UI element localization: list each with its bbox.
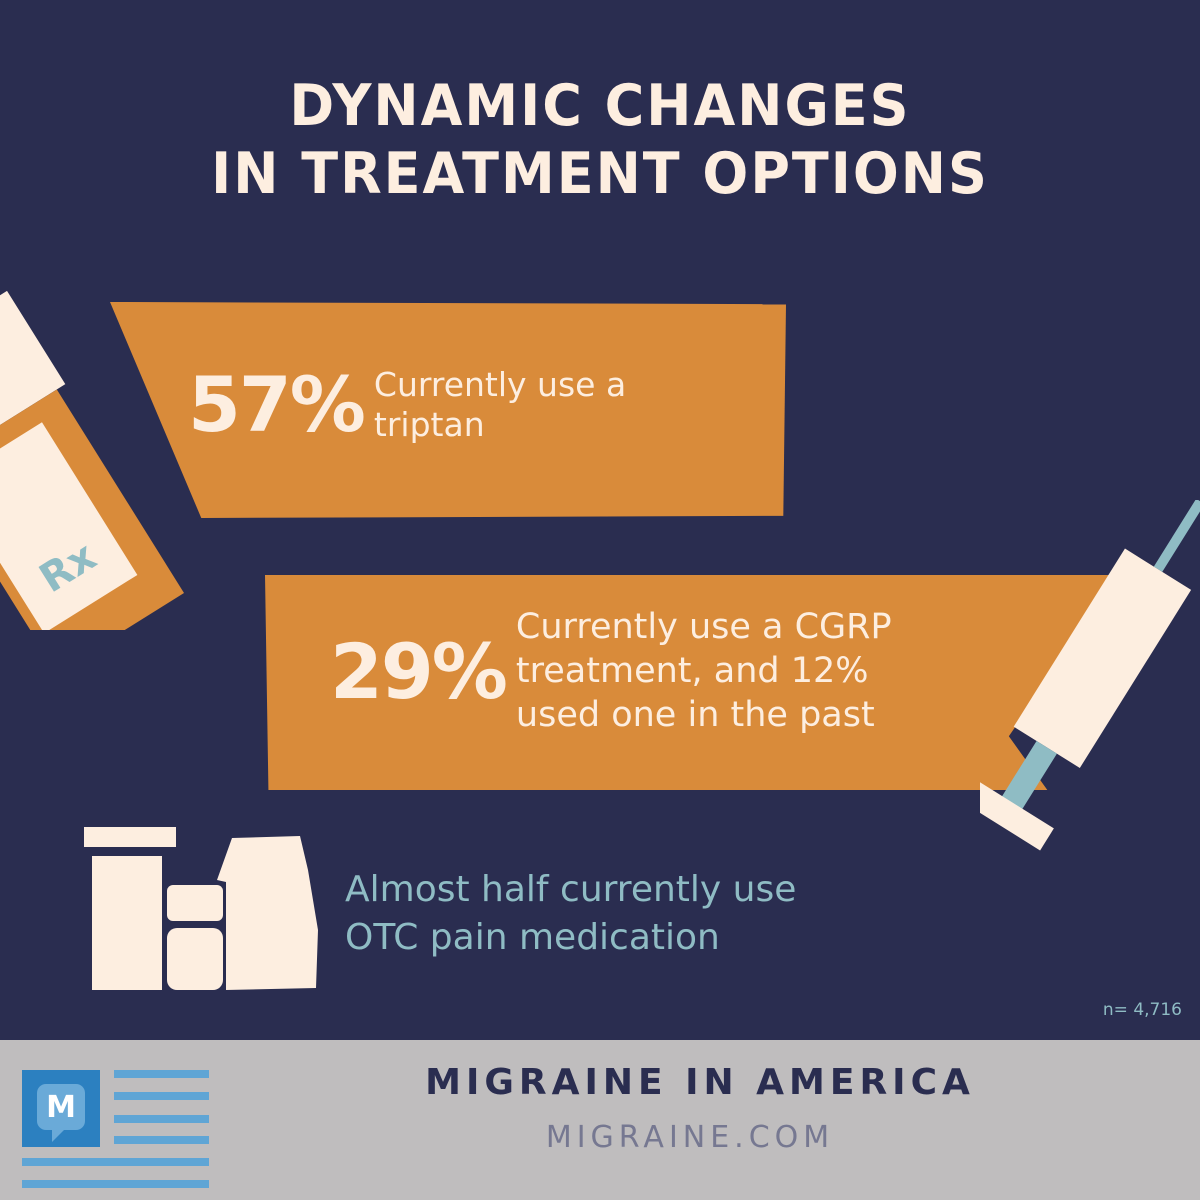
flag-stripe	[22, 1158, 209, 1166]
syringe-icon	[980, 500, 1200, 851]
speech-bubble-icon: M	[37, 1084, 85, 1130]
flag-stripe	[114, 1115, 209, 1123]
title-line-2: IN TREATMENT OPTIONS	[211, 140, 989, 207]
title-line-1: DYNAMIC CHANGES	[289, 72, 911, 139]
flag-stripe	[22, 1180, 209, 1188]
triptan-percent: 57%	[188, 360, 366, 449]
flag-stripe	[114, 1070, 209, 1078]
flag-stripe	[114, 1092, 209, 1100]
cgrp-stat: 29% Currently use a CGRP treatment, and …	[330, 605, 892, 737]
cgrp-banner	[265, 575, 1120, 790]
triptan-stat: 57% Currently use a triptan	[188, 360, 626, 449]
flag-stripe	[114, 1136, 209, 1144]
footer-url[interactable]: MIGRAINE.COM	[545, 1120, 835, 1155]
sample-size: n= 4,716	[1102, 1000, 1182, 1020]
rx-bottle-icon: Rx	[0, 290, 185, 630]
footer-title: MIGRAINE IN AMERICA	[425, 1062, 975, 1103]
migraine-logo: M	[22, 1070, 100, 1147]
otc-text: Almost half currently use OTC pain medic…	[345, 869, 797, 958]
triptan-description: Currently use a triptan	[373, 364, 627, 444]
cgrp-percent: 29%	[330, 626, 508, 716]
triptan-banner	[110, 302, 786, 518]
cgrp-description: Currently use a CGRP treatment, and 12% …	[515, 607, 892, 735]
page-title: DYNAMIC CHANGES IN TREATMENT OPTIONS	[0, 72, 1200, 208]
footer: M MIGRAINE IN AMERICA MIGRAINE.COM	[0, 1040, 1200, 1200]
otc-medication-icon	[84, 827, 318, 990]
speech-bubble-tail	[52, 1128, 66, 1142]
